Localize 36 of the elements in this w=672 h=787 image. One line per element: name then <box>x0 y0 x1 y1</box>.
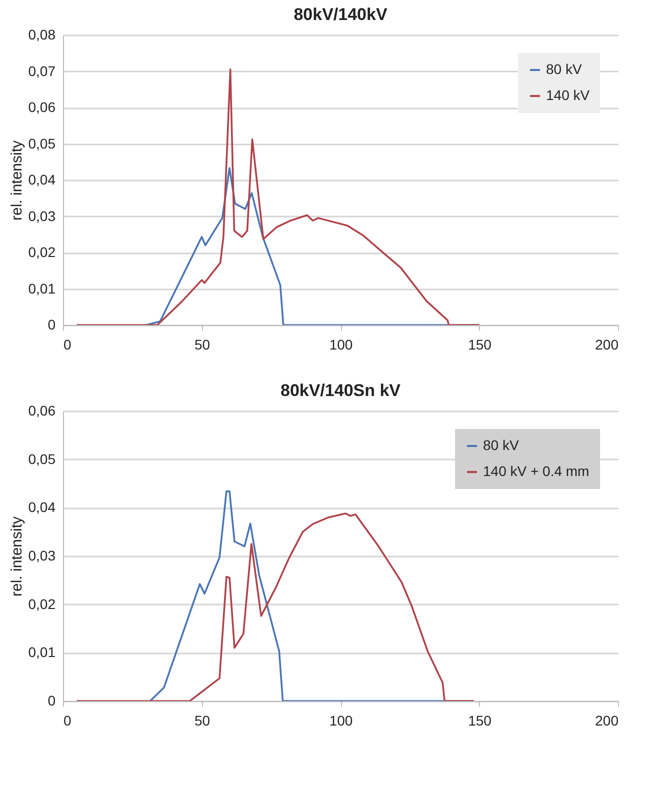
y-axis-title: rel. intensity <box>8 140 26 221</box>
x-tick-label: 100 <box>329 336 353 352</box>
y-tick-label: 0,08 <box>28 26 56 42</box>
y-axis-title: rel. intensity <box>8 516 26 597</box>
y-tick-label: 0,07 <box>28 62 56 79</box>
x-tick-label: 100 <box>329 712 353 728</box>
line-series <box>76 68 480 325</box>
legend-label: 80 kV <box>483 437 520 453</box>
legend-label: 140 kV + 0.4 mm <box>483 463 590 479</box>
x-tick-label: 200 <box>595 336 619 352</box>
chart-title: 80kV/140kV <box>294 5 388 24</box>
x-tick-label: 0 <box>64 712 72 728</box>
x-tick-label: 150 <box>468 336 492 352</box>
y-tick-label: 0,02 <box>28 244 56 260</box>
y-tick-label: 0,05 <box>28 450 56 467</box>
y-tick-label: 0,01 <box>28 644 56 660</box>
y-tick-label: 0 <box>48 692 56 708</box>
y-tick-label: 0,06 <box>28 402 56 418</box>
y-tick-label: 0,01 <box>28 280 56 296</box>
y-tick-label: 0,04 <box>28 499 56 516</box>
y-tick-label: 0,04 <box>28 172 56 188</box>
x-tick-label: 150 <box>468 712 492 728</box>
chart-title: 80kV/140Sn kV <box>280 381 402 400</box>
legend-label: 140 kV <box>546 87 590 103</box>
y-tick-label: 0,02 <box>28 596 56 612</box>
y-tick-label: 0,03 <box>28 548 56 564</box>
y-tick-label: 0 <box>48 316 56 332</box>
legend-label: 80 kV <box>546 61 582 77</box>
y-tick-label: 0,05 <box>28 135 56 152</box>
x-tick-label: 50 <box>194 336 210 352</box>
y-tick-label: 0,03 <box>28 208 56 224</box>
x-tick-label: 200 <box>595 712 619 728</box>
x-tick-label: 0 <box>64 336 72 352</box>
line-series <box>76 512 475 701</box>
x-tick-label: 50 <box>194 712 210 728</box>
y-tick-label: 0,06 <box>28 99 56 115</box>
